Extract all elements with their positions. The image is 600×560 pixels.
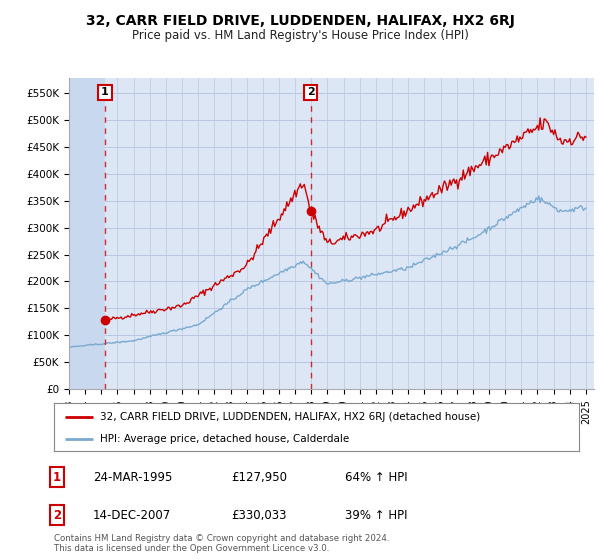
Text: 2: 2	[307, 87, 314, 97]
Text: 24-MAR-1995: 24-MAR-1995	[93, 470, 172, 484]
Text: 1: 1	[53, 470, 61, 484]
Text: 32, CARR FIELD DRIVE, LUDDENDEN, HALIFAX, HX2 6RJ (detached house): 32, CARR FIELD DRIVE, LUDDENDEN, HALIFAX…	[100, 412, 481, 422]
Text: 1: 1	[101, 87, 109, 97]
Text: 14-DEC-2007: 14-DEC-2007	[93, 508, 171, 522]
Text: Price paid vs. HM Land Registry's House Price Index (HPI): Price paid vs. HM Land Registry's House …	[131, 29, 469, 42]
Text: HPI: Average price, detached house, Calderdale: HPI: Average price, detached house, Cald…	[100, 434, 349, 444]
Bar	[69, 78, 105, 389]
Bar	[69, 78, 105, 389]
Text: 32, CARR FIELD DRIVE, LUDDENDEN, HALIFAX, HX2 6RJ: 32, CARR FIELD DRIVE, LUDDENDEN, HALIFAX…	[86, 14, 514, 28]
Text: 2: 2	[53, 508, 61, 522]
Text: 39% ↑ HPI: 39% ↑ HPI	[345, 508, 407, 522]
Text: £127,950: £127,950	[231, 470, 287, 484]
Text: £330,033: £330,033	[231, 508, 287, 522]
Text: Contains HM Land Registry data © Crown copyright and database right 2024.
This d: Contains HM Land Registry data © Crown c…	[54, 534, 389, 553]
Text: 64% ↑ HPI: 64% ↑ HPI	[345, 470, 407, 484]
